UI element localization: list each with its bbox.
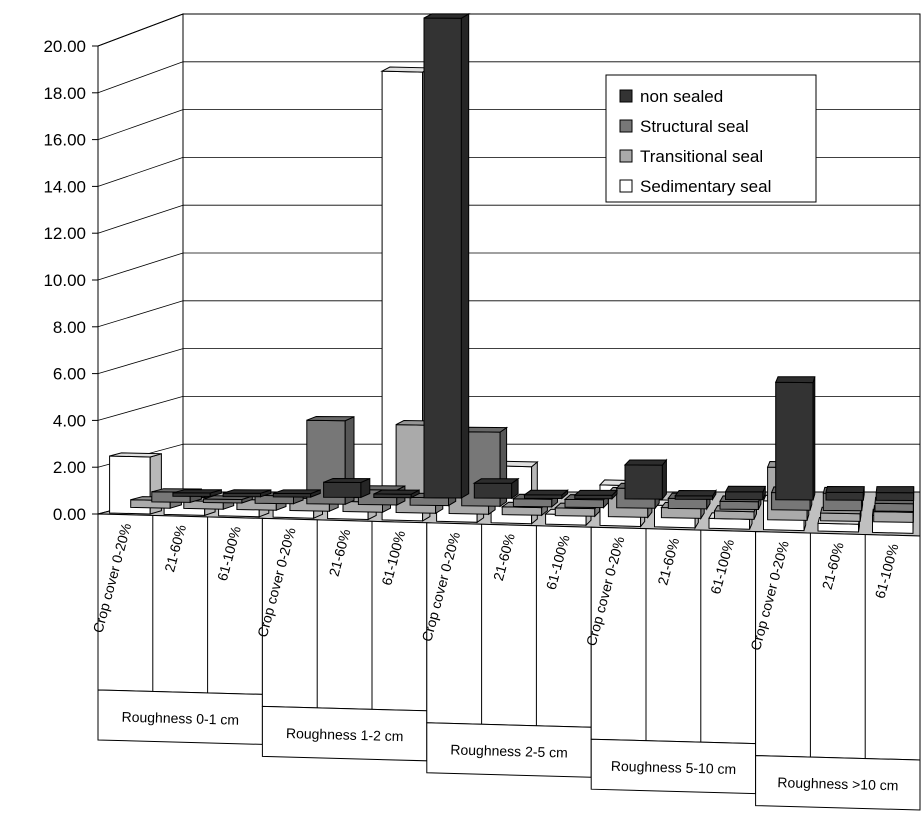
bar-top-face — [323, 477, 371, 484]
bar-front-face — [708, 517, 751, 530]
gridline — [97, 61, 184, 94]
bar-side-face — [460, 13, 470, 499]
y-tick-label: 18.00 — [43, 84, 86, 103]
bar — [623, 458, 668, 501]
gridline — [97, 252, 184, 281]
bar-top-face — [273, 489, 321, 495]
bar-front-face — [409, 496, 449, 507]
legend-label: non sealed — [640, 87, 723, 106]
y-tick-label: 16.00 — [43, 131, 86, 150]
bar-front-face — [624, 464, 663, 500]
bar — [674, 488, 717, 502]
y-tick-label: 2.00 — [53, 458, 86, 477]
bar-top-face — [172, 489, 222, 494]
y-axis: 0.00 2.00 4.00 6.00 8.00 10.00 12.00 14.00 16.00… — [43, 37, 99, 524]
bar-front-face — [725, 491, 764, 501]
bar-top-face — [109, 452, 162, 458]
legend-swatch — [619, 149, 633, 163]
y-tick-label: 0.00 — [53, 505, 86, 524]
bar-front-face — [719, 500, 759, 511]
bar-front-face — [554, 507, 596, 517]
bar-top-face — [825, 485, 865, 494]
bar-front-face — [873, 511, 914, 523]
bar — [724, 485, 767, 501]
bar-top-face — [674, 489, 717, 497]
y-tick-label: 10.00 — [43, 271, 86, 290]
bar-front-face — [423, 17, 462, 499]
bar — [272, 489, 321, 498]
bar-side-face — [812, 376, 816, 501]
bar — [774, 376, 816, 501]
bar-front-face — [825, 491, 864, 501]
bar-top-face — [380, 66, 432, 73]
group-label: Roughness 1-2 cm — [286, 725, 404, 744]
bar-top-face — [373, 489, 420, 495]
bar-top-face — [472, 478, 520, 484]
gridline — [97, 109, 184, 140]
bar-front-face — [775, 381, 814, 501]
bar-top-face — [623, 459, 668, 466]
bar-side-face — [661, 458, 667, 501]
bar — [472, 477, 520, 500]
bar-top-face — [423, 13, 471, 19]
bar-front-face — [512, 498, 553, 508]
bar-series-area — [109, 13, 915, 534]
group-label: Roughness 0-1 cm — [121, 709, 239, 728]
bar-top-face — [774, 376, 816, 384]
gridline — [97, 348, 184, 374]
y-tick-label: 4.00 — [53, 411, 86, 430]
bar-top-face — [724, 485, 767, 493]
bar-front-face — [874, 502, 914, 513]
bar — [522, 489, 569, 500]
bar-front-face — [820, 512, 861, 522]
bar-top-face — [222, 489, 272, 494]
side-wall — [97, 13, 184, 515]
bar-front-face — [323, 481, 362, 498]
bar — [825, 485, 865, 501]
group-label: Roughness 2-5 cm — [450, 741, 568, 760]
gridline — [97, 300, 184, 328]
group-label: Roughness 5-10 cm — [611, 758, 737, 777]
bar-front-face — [564, 498, 604, 509]
bar-top-face — [573, 489, 619, 496]
bar-top-face — [875, 486, 915, 494]
bar-top-face — [522, 489, 569, 496]
y-tick-label: 20.00 — [43, 37, 86, 56]
legend-label: Transitional seal — [640, 147, 763, 166]
y-tick-label: 6.00 — [53, 365, 86, 384]
bar — [222, 489, 272, 498]
legend-swatch — [619, 119, 633, 133]
bar-top-face — [306, 415, 355, 422]
legend-label: Sedimentary seal — [640, 177, 771, 196]
bar — [373, 489, 420, 499]
legend-box — [605, 74, 817, 203]
bar-front-face — [667, 497, 708, 510]
bar — [423, 13, 471, 499]
legend-swatch — [619, 179, 633, 193]
bar — [323, 477, 371, 499]
legend-label: Structural seal — [640, 117, 749, 136]
bar-front-face — [501, 506, 543, 516]
bar-front-face — [875, 492, 915, 502]
gridline — [97, 13, 184, 47]
group-label: Roughness >10 cm — [777, 774, 898, 793]
legend-swatch — [619, 89, 633, 103]
bar — [573, 489, 619, 501]
legend: non sealed Structural seal Transitional se… — [605, 74, 817, 203]
y-tick-label: 8.00 — [53, 318, 86, 337]
bar — [875, 486, 915, 502]
gridline — [97, 396, 184, 421]
gridline — [97, 204, 184, 234]
gridline — [97, 157, 184, 187]
bar-front-face — [714, 510, 755, 520]
bar — [172, 489, 222, 498]
y-tick-label: 12.00 — [43, 224, 86, 243]
y-tick-label: 14.00 — [43, 177, 86, 196]
bar-front-face — [473, 482, 513, 499]
